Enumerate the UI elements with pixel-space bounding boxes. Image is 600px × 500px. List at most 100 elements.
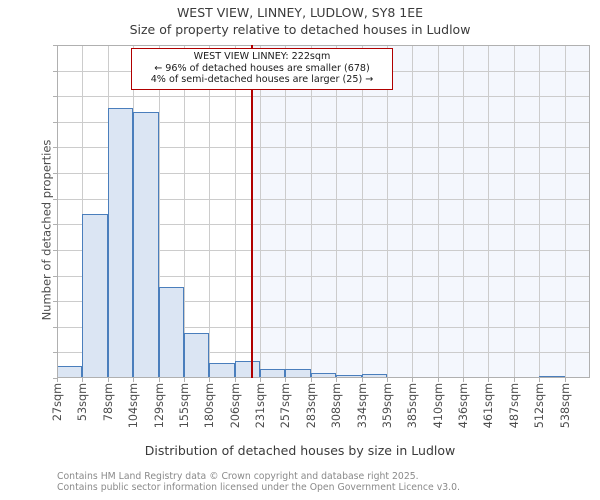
x-tick-mark-512sqm [539, 378, 541, 382]
gridline-y-120 [57, 224, 590, 226]
y-tick-mark-100 [53, 249, 57, 251]
x-tick-label-359sqm: 359sqm [380, 383, 394, 429]
y-tick-mark-0 [53, 378, 57, 379]
bar-53sqm [82, 214, 108, 378]
y-tick-mark-120 [53, 224, 57, 226]
property-marker-line [250, 45, 253, 378]
x-tick-mark-231sqm [260, 378, 262, 382]
bar-129sqm [158, 287, 184, 378]
x-tick-label-487sqm: 487sqm [507, 383, 521, 429]
x-tick-label-53sqm: 53sqm [76, 383, 90, 422]
y-tick-mark-20 [53, 352, 57, 354]
gridline-y-160 [57, 173, 590, 175]
gridline-x-129sqm [158, 45, 160, 378]
bar-308sqm [336, 375, 362, 378]
annotation-line-1: WEST VIEW LINNEY: 222sqm [193, 51, 331, 62]
x-tick-mark-78sqm [107, 378, 109, 382]
gridline-x-231sqm [260, 45, 262, 378]
histogram-bars [57, 45, 590, 378]
chart-title-block: WEST VIEW, LINNEY, LUDLOW, SY8 1EE Size … [0, 4, 600, 39]
x-tick-mark-206sqm [234, 378, 236, 382]
x-tick-mark-53sqm [82, 378, 84, 382]
gridline-y-20 [57, 352, 590, 354]
y-tick-mark-180 [53, 147, 57, 149]
bar-155sqm [183, 333, 210, 378]
x-tick-mark-257sqm [285, 378, 287, 382]
gridline-x-180sqm [209, 45, 211, 378]
bar-231sqm [260, 369, 286, 378]
gridline-x-283sqm [310, 45, 312, 378]
gridline-x-436sqm [463, 45, 465, 378]
gridline-x-538sqm [564, 45, 566, 378]
bar-257sqm [285, 369, 311, 378]
x-tick-mark-180sqm [209, 378, 211, 382]
bar-104sqm [133, 111, 159, 378]
annotation-box: WEST VIEW LINNEY: 222sqm ← 96% of detach… [131, 48, 393, 90]
x-tick-label-27sqm: 27sqm [51, 383, 64, 422]
y-tick-mark-60 [53, 301, 57, 303]
x-tick-label-308sqm: 308sqm [330, 383, 344, 429]
y-tick-mark-260 [53, 45, 57, 46]
bar-180sqm [209, 362, 235, 378]
x-tick-label-334sqm: 334sqm [355, 383, 369, 429]
x-tick-mark-385sqm [412, 378, 414, 382]
x-tick-mark-461sqm [488, 378, 490, 382]
gridline-x-53sqm [82, 45, 84, 378]
x-tick-label-104sqm: 104sqm [127, 383, 141, 429]
x-tick-label-78sqm: 78sqm [101, 383, 115, 422]
x-tick-label-180sqm: 180sqm [203, 383, 217, 429]
x-tick-label-410sqm: 410sqm [431, 383, 445, 429]
y-tick-mark-160 [53, 173, 57, 175]
footer-attribution: Contains HM Land Registry data © Crown c… [57, 471, 577, 494]
bar-283sqm [310, 372, 337, 378]
gridline-y-40 [57, 326, 590, 328]
x-tick-mark-487sqm [513, 378, 515, 382]
y-tick-mark-240 [53, 70, 57, 72]
bar-512sqm [539, 376, 565, 378]
gridline-x-308sqm [336, 45, 338, 378]
bar-78sqm [107, 107, 134, 378]
chart-subtitle: Size of property relative to detached ho… [129, 22, 471, 37]
gridline-x-334sqm [361, 45, 363, 378]
footer-line-1: Contains HM Land Registry data © Crown c… [57, 471, 419, 482]
gridline-y-220 [57, 96, 590, 98]
larger-region-shading [250, 45, 590, 378]
annotation-line-3: 4% of semi-detached houses are larger (2… [150, 74, 374, 85]
x-tick-label-206sqm: 206sqm [228, 383, 242, 429]
bar-27sqm [57, 366, 83, 378]
x-tick-label-512sqm: 512sqm [533, 383, 547, 429]
x-tick-label-231sqm: 231sqm [254, 383, 268, 429]
x-tick-label-385sqm: 385sqm [406, 383, 420, 429]
gridline-x-461sqm [488, 45, 490, 378]
gridline-y-140 [57, 198, 590, 200]
y-tick-mark-40 [53, 326, 57, 328]
gridline-x-206sqm [234, 45, 236, 378]
x-tick-mark-308sqm [336, 378, 338, 382]
gridline-y-100 [57, 249, 590, 251]
gridline-x-359sqm [386, 45, 388, 378]
x-tick-mark-283sqm [310, 378, 312, 382]
x-tick-mark-410sqm [437, 378, 439, 382]
plot-area [57, 45, 590, 378]
x-tick-mark-155sqm [183, 378, 185, 382]
gridline-y-60 [57, 301, 590, 303]
page-title: WEST VIEW, LINNEY, LUDLOW, SY8 1EE [176, 5, 424, 20]
x-axis-title: Distribution of detached houses by size … [144, 443, 456, 458]
x-tick-label-461sqm: 461sqm [482, 383, 496, 429]
gridline-x-155sqm [183, 45, 185, 378]
x-tick-label-129sqm: 129sqm [152, 383, 166, 429]
gridline-x-410sqm [437, 45, 439, 378]
gridline-x-512sqm [539, 45, 541, 378]
gridline-y-80 [57, 275, 590, 277]
x-tick-mark-538sqm [564, 378, 566, 382]
y-tick-mark-220 [53, 96, 57, 98]
bar-206sqm [234, 361, 261, 378]
x-tick-mark-436sqm [463, 378, 465, 382]
x-tick-label-257sqm: 257sqm [279, 383, 293, 429]
x-tick-mark-359sqm [386, 378, 388, 382]
y-tick-mark-200 [53, 121, 57, 123]
x-tick-label-155sqm: 155sqm [177, 383, 191, 429]
gridline-x-257sqm [285, 45, 287, 378]
x-tick-label-538sqm: 538sqm [558, 383, 572, 429]
